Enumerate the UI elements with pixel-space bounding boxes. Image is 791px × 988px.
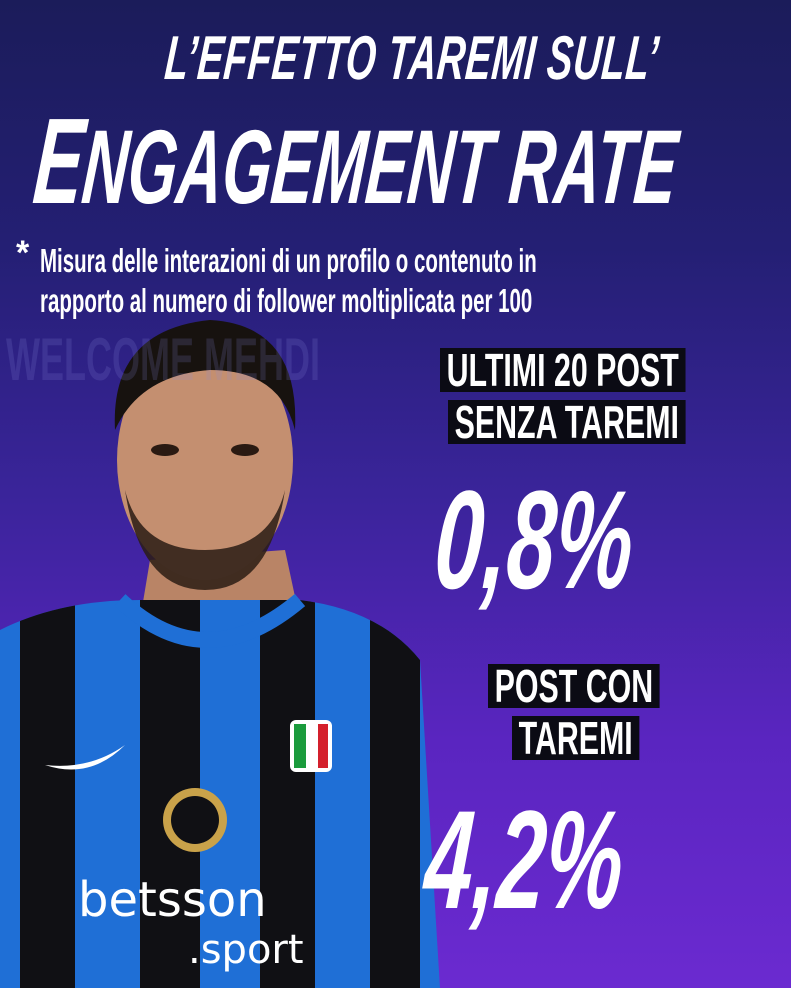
stat-1-label-line-1: ULTIMI 20 POST [440, 347, 686, 393]
player-photo [0, 320, 440, 988]
title-line-2: ENGAGEMENT RATE [29, 93, 683, 229]
stat-1-label-line-2: SENZA TAREMI [448, 399, 686, 445]
footnote-line-2: rapporto al numero di follower moltiplic… [40, 282, 533, 319]
sponsor-logo-suffix: .sport [188, 927, 304, 973]
stat-2-label-line-1: POST CON [488, 663, 660, 709]
footnote-line-1: Misura delle interazioni di un profilo o… [40, 242, 537, 279]
title-rest: NGAGEMENT RATE [78, 109, 682, 226]
title-line-1: L’EFFETTO TAREMI SULL’ [162, 24, 662, 93]
sponsor-logo: betsson [78, 872, 267, 928]
background-text: WELCOME MEHDI [6, 326, 320, 393]
footnote-asterisk: * [16, 234, 30, 272]
stat-1-value: 0,8% [430, 461, 639, 618]
stat-2-label-line-2: TAREMI [512, 715, 640, 761]
stat-2-value: 4,2% [420, 781, 629, 938]
